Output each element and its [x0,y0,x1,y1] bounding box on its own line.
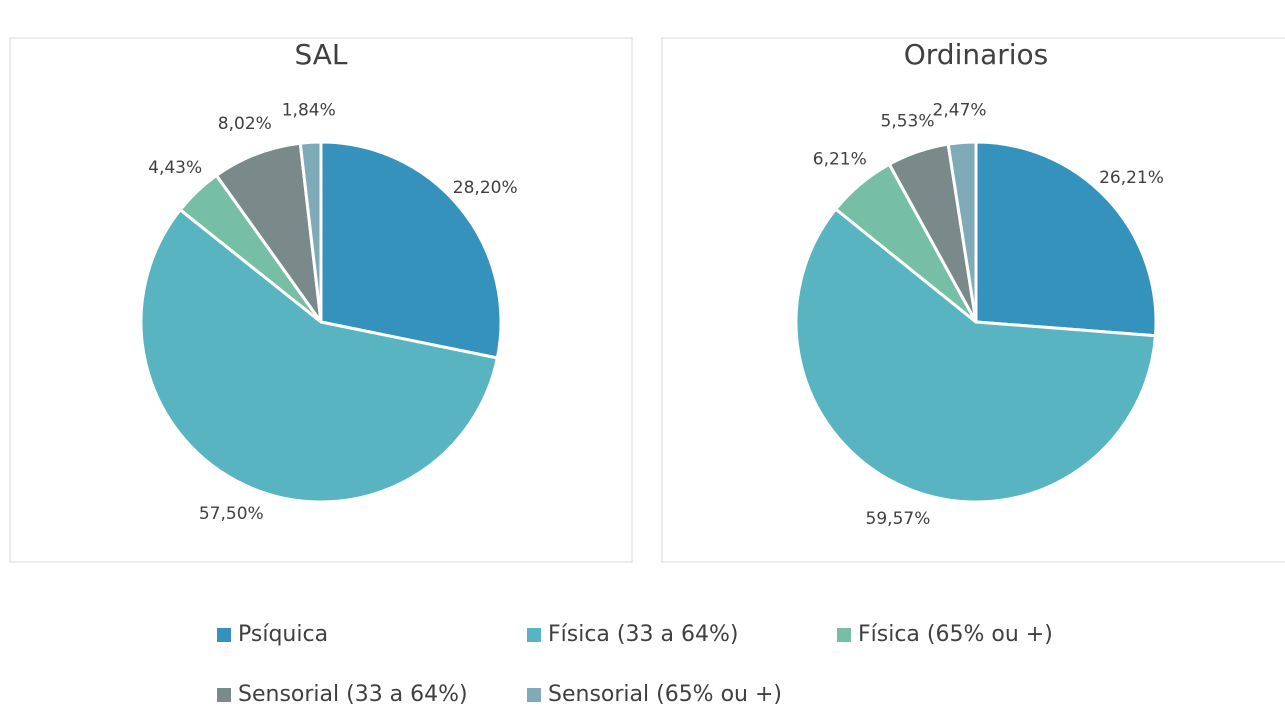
data-label: 8,02% [218,114,272,134]
legend-swatch [837,628,851,642]
data-label: 28,20% [453,178,518,198]
legend-label: Sensorial (65% ou +) [548,682,782,707]
chart-title: SAL [294,38,347,71]
panel [9,37,633,563]
pie-slice [319,140,503,360]
data-label: 57,50% [199,504,264,524]
legend-label: Sensorial (33 a 64%) [238,682,468,707]
data-label: 1,84% [282,100,336,120]
legend-label: Física (33 a 64%) [548,622,738,647]
panel [661,37,1285,563]
legend-swatch [217,628,231,642]
legend-swatch [527,688,541,702]
legend-swatch [527,628,541,642]
pie-slice [974,140,1158,338]
legend-swatch [217,688,231,702]
pie-slice [139,207,500,504]
data-label: 59,57% [866,509,931,529]
data-label: 5,53% [881,111,935,131]
pie-slice [214,141,323,323]
legend-label: Psíquica [238,622,328,647]
pie-slice [298,140,323,323]
data-label: 2,47% [933,101,987,121]
data-label: 4,43% [148,158,202,178]
data-label: 26,21% [1099,168,1164,188]
legend-label: Física (65% ou +) [858,622,1053,647]
data-label: 6,21% [813,150,867,170]
chart-title: Ordinarios [904,38,1049,71]
pie-slice [946,140,978,323]
pie-slice [794,207,1158,504]
